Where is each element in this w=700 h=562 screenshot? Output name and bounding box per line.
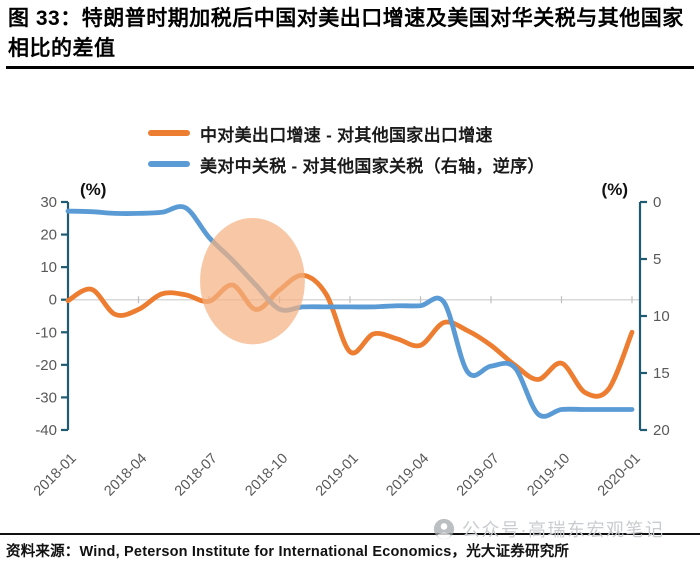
svg-text:10: 10 xyxy=(653,308,670,325)
legend-label-export-growth: 中对美出口增速 - 对其他国家出口增速 xyxy=(200,125,493,145)
svg-text:10: 10 xyxy=(40,259,57,276)
svg-text:(%): (%) xyxy=(602,180,628,199)
svg-text:2018-10: 2018-10 xyxy=(242,451,291,500)
svg-text:20: 20 xyxy=(40,227,57,244)
svg-text:2019-10: 2019-10 xyxy=(524,451,573,500)
svg-text:2019-07: 2019-07 xyxy=(454,451,503,500)
svg-text:0: 0 xyxy=(653,194,661,211)
watermark-text: 公众号·高瑞东宏观笔记 xyxy=(462,520,665,540)
official-account-icon xyxy=(433,518,455,540)
svg-text:2019-01: 2019-01 xyxy=(313,451,362,500)
legend-swatch-orange xyxy=(148,130,190,136)
svg-text:2018-04: 2018-04 xyxy=(101,451,150,500)
figure-title: 图 33：特朗普时期加税后中国对美出口增速及美国对华关税与其他国家相比的差值 xyxy=(8,7,684,60)
svg-text:15: 15 xyxy=(653,365,670,382)
svg-text:2018-07: 2018-07 xyxy=(172,451,221,500)
svg-text:20: 20 xyxy=(653,422,670,439)
watermark: 公众号·高瑞东宏观笔记 xyxy=(433,516,665,542)
svg-text:-20: -20 xyxy=(35,357,57,374)
svg-text:-40: -40 xyxy=(35,422,57,439)
svg-text:2018-01: 2018-01 xyxy=(31,451,80,500)
svg-text:30: 30 xyxy=(40,194,57,211)
chart-legend: 中对美出口增速 - 对其他国家出口增速 美对中关税 - 对其他国家关税（右轴，逆… xyxy=(148,122,545,176)
legend-swatch-blue xyxy=(148,161,190,167)
svg-text:-10: -10 xyxy=(35,324,57,341)
svg-text:5: 5 xyxy=(653,251,661,268)
legend-item-export-growth: 中对美出口增速 - 对其他国家出口增速 xyxy=(148,122,545,145)
svg-text:2019-04: 2019-04 xyxy=(383,451,432,500)
source-note: 资料来源：Wind, Peterson Institute for Intern… xyxy=(6,544,570,560)
footer-divider xyxy=(0,533,700,536)
legend-item-tariff-diff: 美对中关税 - 对其他国家关税（右轴，逆序） xyxy=(148,153,545,176)
title-divider xyxy=(6,66,694,69)
svg-text:(%): (%) xyxy=(80,180,106,199)
dual-axis-line-chart: 30 20 10 0 -10 -20 -30 -40 0 5 10 15 20 (%) (%) 2018-01… xyxy=(31,180,670,500)
svg-text:0: 0 xyxy=(49,292,57,309)
svg-text:-30: -30 xyxy=(35,389,57,406)
svg-text:2020-01: 2020-01 xyxy=(595,451,644,500)
legend-label-tariff-diff: 美对中关税 - 对其他国家关税（右轴，逆序） xyxy=(200,156,545,176)
